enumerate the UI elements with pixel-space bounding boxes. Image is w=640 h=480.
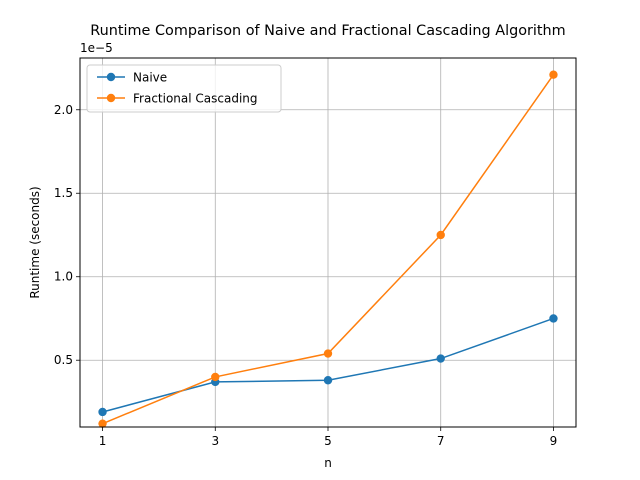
x-tick-label: 7: [437, 434, 445, 448]
data-point: [436, 354, 445, 363]
series-1: [98, 70, 558, 428]
x-tick-label: 3: [211, 434, 219, 448]
legend-label: Fractional Cascading: [133, 92, 258, 106]
x-tick-label: 5: [324, 434, 332, 448]
data-point: [323, 376, 333, 385]
legend-marker: [106, 93, 116, 103]
series-layer: [98, 70, 558, 428]
data-point: [436, 230, 445, 240]
legend-box: [86, 64, 282, 113]
y-axis-label: Runtime (seconds): [28, 186, 42, 298]
x-tick-label: 9: [550, 434, 558, 448]
chart-title: Runtime Comparison of Naive and Fraction…: [90, 23, 565, 39]
x-axis: 1 3 5 7 9: [99, 427, 558, 448]
legend-entry: Naive: [97, 71, 167, 85]
y-tick-label: 2.0: [54, 103, 73, 117]
y-axis: 0.5 1.0 1.5 2.0: [54, 103, 80, 367]
y-offset-label: 1e−5: [80, 41, 113, 55]
legend: Naive Fractional Cascading: [86, 64, 282, 113]
data-point: [98, 419, 107, 428]
legend-entry: Fractional Cascading: [97, 92, 258, 106]
y-tick-label: 1.0: [54, 270, 73, 284]
data-point: [211, 372, 220, 382]
y-tick-label: 0.5: [54, 353, 73, 367]
x-axis-label: n: [324, 456, 332, 470]
data-point: [549, 70, 558, 79]
data-point: [323, 349, 333, 358]
data-point: [98, 407, 107, 417]
legend-marker: [106, 72, 116, 82]
x-tick-label: 1: [99, 434, 107, 448]
data-point: [549, 314, 558, 323]
y-tick-label: 1.5: [54, 186, 73, 200]
grid: [80, 58, 576, 427]
legend-label: Naive: [133, 71, 167, 85]
